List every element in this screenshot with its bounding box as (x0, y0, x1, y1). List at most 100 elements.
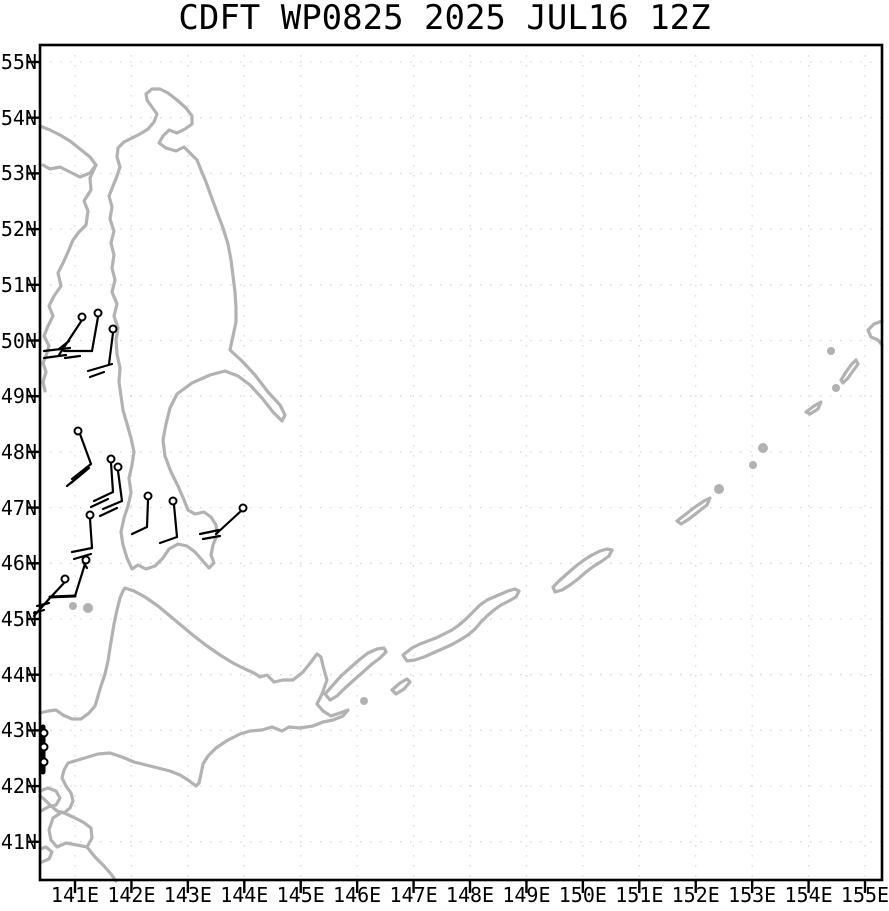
wind-barb-shaft (86, 362, 114, 373)
wind-barb-shaft (145, 498, 150, 529)
lat-tick-label: 48N (0, 439, 37, 464)
lon-tick-label: 154E (784, 883, 833, 907)
wind-barb-shaft (63, 354, 82, 360)
wind-barb-shaft (42, 353, 68, 360)
wind-barb-shaft (73, 562, 87, 598)
lon-tick-label: 146E (333, 883, 382, 907)
wind-barb-station-circle (113, 462, 123, 472)
shikotan-island (390, 677, 412, 696)
lat-tick-label: 51N (0, 272, 37, 297)
lon-tick-label: 142E (107, 883, 156, 907)
wind-barb-shaft (116, 469, 124, 503)
lon-tick-label: 149E (502, 883, 551, 907)
wind-barb-shaft (88, 370, 106, 379)
map-frame (38, 43, 884, 882)
wind-barb-station-circle (39, 757, 49, 767)
lon-tick-label: 150E (558, 883, 607, 907)
lat-tick-label: 43N (0, 718, 37, 743)
wind-barb-shaft (198, 528, 221, 536)
lat-tick-label: 53N (0, 161, 37, 186)
wind-barb-shaft (70, 462, 93, 481)
lat-tick-label: 46N (0, 551, 37, 576)
lat-tick-label: 52N (0, 217, 37, 242)
ketoy-island (714, 484, 724, 494)
wind-barb-station-circle (60, 574, 70, 584)
wind-barb-shaft (201, 534, 222, 541)
wind-barb-shaft (98, 506, 119, 518)
raykoke-island (832, 384, 840, 392)
wind-barb-shaft (214, 509, 243, 536)
lon-tick-label: 145E (276, 883, 325, 907)
lat-tick-label: 55N (0, 50, 37, 74)
matsumae-peninsula (38, 786, 62, 813)
wind-barb-station-circle (106, 454, 116, 464)
wind-barb-shaft (48, 594, 77, 599)
wind-barb-shaft (35, 601, 51, 608)
wind-barb-shaft (92, 490, 115, 503)
wind-barb-station-circle (39, 742, 49, 752)
wind-barb-shaft (109, 461, 115, 494)
oshima-south-coast (85, 845, 118, 883)
wind-barb-shaft (89, 497, 110, 509)
lat-tick-label: 47N (0, 495, 37, 520)
shiashkotan-island (839, 358, 860, 385)
wind-barb-shaft (47, 581, 66, 601)
lon-tick-label: 152E (671, 883, 720, 907)
wind-barb-shaft (65, 470, 86, 488)
rishiri-island (69, 602, 77, 610)
lat-tick-label: 54N (0, 105, 37, 130)
wind-barb-shaft (130, 525, 149, 536)
wind-barb-shaft (78, 432, 93, 466)
wind-barb-shaft (158, 535, 179, 545)
wind-barb-shaft (101, 499, 124, 511)
wind-barb-station-circle (77, 312, 87, 322)
wind-barb-station-circle (93, 308, 103, 318)
lon-tick-label: 153E (728, 883, 777, 907)
kunashir-island (323, 646, 388, 702)
wind-barb-station-circle (108, 324, 118, 334)
chart-title: CDFT WP0825 2025 JUL16 12Z (178, 0, 711, 38)
lon-tick-label: 151E (615, 883, 664, 907)
ekarma-island (827, 347, 835, 355)
wind-barb-station-circle (168, 496, 178, 506)
urup-island (551, 547, 614, 594)
rebun-island (83, 603, 93, 613)
lon-tick-label: 147E (389, 883, 438, 907)
wind-barb-station-circle (85, 510, 95, 520)
wind-barb-station-circle (39, 728, 49, 738)
lat-tick-label: 45N (0, 607, 37, 631)
wind-barb-shaft (107, 331, 115, 366)
wind-barb-shaft (32, 608, 46, 615)
hokkaido-island (38, 586, 350, 815)
mainland-coast-north (38, 124, 98, 179)
lon-tick-label: 143E (163, 883, 212, 907)
wind-barb-station-circle (143, 491, 153, 501)
sakhalin-island (107, 87, 287, 571)
wind-barb-shaft (72, 552, 93, 561)
lat-tick-label: 49N (0, 384, 37, 409)
lat-tick-label: 50N (0, 328, 37, 353)
wind-barb-shaft (70, 546, 94, 554)
lon-tick-label: 141E (50, 883, 100, 907)
wind-barb-shaft (42, 346, 72, 353)
wind-barb-shaft (88, 517, 94, 550)
wind-barb-shaft (57, 339, 71, 351)
lat-tick-label: 42N (0, 774, 37, 799)
matua-island (804, 400, 823, 416)
ushishir-island (749, 461, 757, 469)
lon-tick-label: 144E (220, 883, 269, 907)
wind-barb-shaft (172, 503, 179, 539)
onekotan-edge-coast (866, 319, 884, 347)
wind-barb-station-circle (73, 426, 83, 436)
lon-tick-label: 148E (445, 883, 495, 907)
wind-barb-shaft (90, 315, 100, 353)
simushir-island (675, 496, 712, 526)
lon-tick-label: 155E (840, 883, 889, 907)
lat-tick-label: 41N (0, 829, 37, 854)
lat-tick-label: 44N (0, 662, 37, 687)
rasshua-island (758, 443, 768, 453)
honshu-corner-coast (38, 845, 54, 864)
iturup-island (401, 587, 521, 663)
wind-barb-station-circle (81, 555, 91, 565)
